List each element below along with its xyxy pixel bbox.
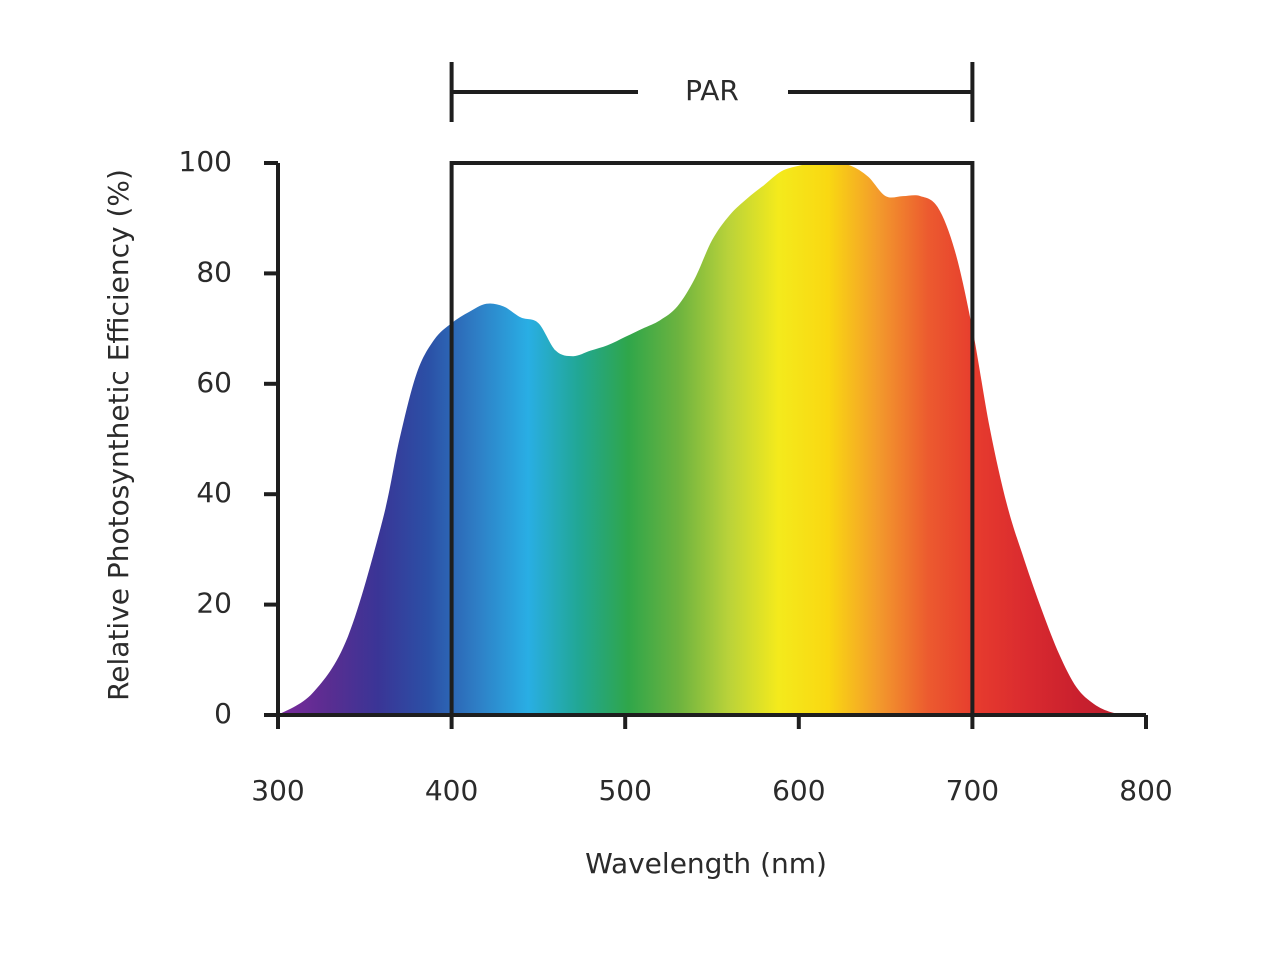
- y-tick-label: 20: [196, 587, 232, 620]
- x-axis-title: Wavelength (nm): [585, 847, 827, 880]
- par-label: PAR: [685, 74, 739, 107]
- x-tick-label: 800: [1119, 774, 1172, 807]
- x-tick-label: 500: [598, 774, 651, 807]
- x-axis-ticks: 300 400 500 600 700 800: [251, 715, 1173, 807]
- y-tick-label: 40: [196, 476, 232, 509]
- y-tick-label: 80: [196, 255, 232, 288]
- y-tick-label: 0: [214, 697, 232, 730]
- y-axis-title: Relative Photosynthetic Efficiency (%): [102, 169, 135, 701]
- y-tick-label: 100: [179, 145, 232, 178]
- par-bracket: PAR: [449, 62, 975, 122]
- y-axis-ticks: 0 20 40 60 80 100: [179, 145, 278, 730]
- x-tick-label: 400: [425, 774, 478, 807]
- efficiency-area: [278, 163, 1129, 715]
- x-tick-label: 700: [946, 774, 999, 807]
- x-tick-label: 600: [772, 774, 825, 807]
- x-tick-label: 300: [251, 774, 304, 807]
- y-tick-label: 60: [196, 366, 232, 399]
